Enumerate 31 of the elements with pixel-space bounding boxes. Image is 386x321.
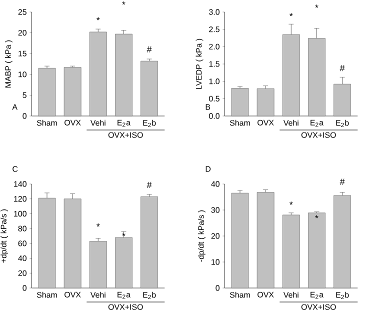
- bar: [89, 241, 107, 288]
- bar: [334, 195, 352, 288]
- text: *: [315, 4, 318, 8]
- bar: [38, 68, 56, 116]
- annotation: #: [340, 64, 345, 72]
- bar: [308, 38, 326, 116]
- bar: [115, 34, 132, 116]
- bar: [64, 67, 82, 116]
- annotation: *: [315, 215, 318, 218]
- annotation: #: [146, 182, 152, 188]
- annotation: *: [290, 202, 293, 205]
- bar: [64, 198, 82, 288]
- bar: [308, 212, 326, 288]
- bar: [115, 237, 132, 288]
- bar: [140, 60, 158, 116]
- annotation: #: [340, 178, 345, 185]
- bar: [38, 198, 56, 288]
- bar: [334, 84, 352, 116]
- bar: [282, 214, 300, 288]
- bar: [89, 32, 107, 116]
- bar: [140, 196, 158, 288]
- text: *: [122, 2, 126, 5]
- bar: [256, 88, 274, 116]
- annotation: *: [290, 12, 293, 16]
- bar: [282, 34, 300, 116]
- bar: [231, 192, 249, 288]
- bar: [231, 88, 249, 116]
- annotation: #: [146, 46, 152, 52]
- annotation: *: [96, 17, 100, 20]
- bar: [256, 192, 274, 288]
- annotation: *: [96, 223, 100, 227]
